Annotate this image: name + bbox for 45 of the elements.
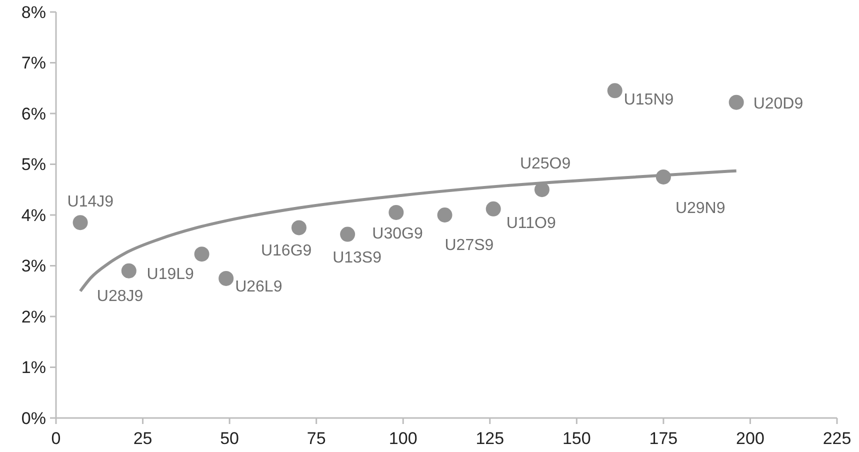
annotation: U27S9: [444, 237, 494, 254]
point: [218, 270, 234, 286]
y-tick-label: 8%: [21, 2, 46, 22]
point: [607, 83, 622, 98]
annotation: U30G9: [372, 225, 423, 242]
x-tick-label: 150: [562, 429, 591, 448]
point: [72, 215, 88, 230]
annotation: U20D9: [753, 95, 804, 112]
annotation: U29N9: [675, 200, 726, 217]
annotation: U16G9: [260, 242, 312, 260]
x-tick-label: 100: [388, 429, 418, 448]
point: [291, 220, 306, 236]
point: [486, 201, 501, 216]
x-tick-label: 50: [220, 429, 240, 448]
annotation: U19L9: [146, 266, 194, 284]
y-tick-label: 3%: [21, 256, 46, 276]
point: [656, 169, 671, 184]
annotation: U11O9: [506, 214, 556, 232]
point: [340, 226, 356, 242]
point: [534, 182, 550, 198]
annotation: U14J9: [67, 194, 114, 211]
y-tick-label: 6%: [21, 104, 46, 124]
x-tick-label: 25: [133, 429, 152, 448]
point: [728, 94, 744, 110]
x-tick-label: 175: [649, 429, 678, 448]
x-tick-label: 200: [736, 429, 764, 448]
y-tick-label: 4%: [21, 206, 46, 225]
x-tick-label: 75: [306, 429, 326, 448]
point: [194, 246, 210, 262]
x-tick-label: 125: [476, 429, 504, 448]
x-tick-label: 0: [51, 429, 61, 448]
y-tick-label: 0%: [21, 408, 46, 428]
point: [121, 263, 136, 278]
y-tick-label: 7%: [21, 54, 46, 73]
annotation: U25O9: [520, 156, 571, 173]
y-tick-label: 5%: [21, 155, 46, 174]
annotation: U26L9: [235, 278, 282, 296]
annotation: U15N9: [624, 92, 674, 109]
point: [388, 204, 404, 220]
annotation: U13S9: [332, 249, 382, 266]
y-tick-label: 1%: [21, 358, 46, 378]
annotation: U28J9: [96, 288, 144, 305]
point: [437, 208, 452, 222]
y-tick-label: 2%: [21, 307, 46, 326]
x-tick-label: 225: [822, 429, 852, 448]
